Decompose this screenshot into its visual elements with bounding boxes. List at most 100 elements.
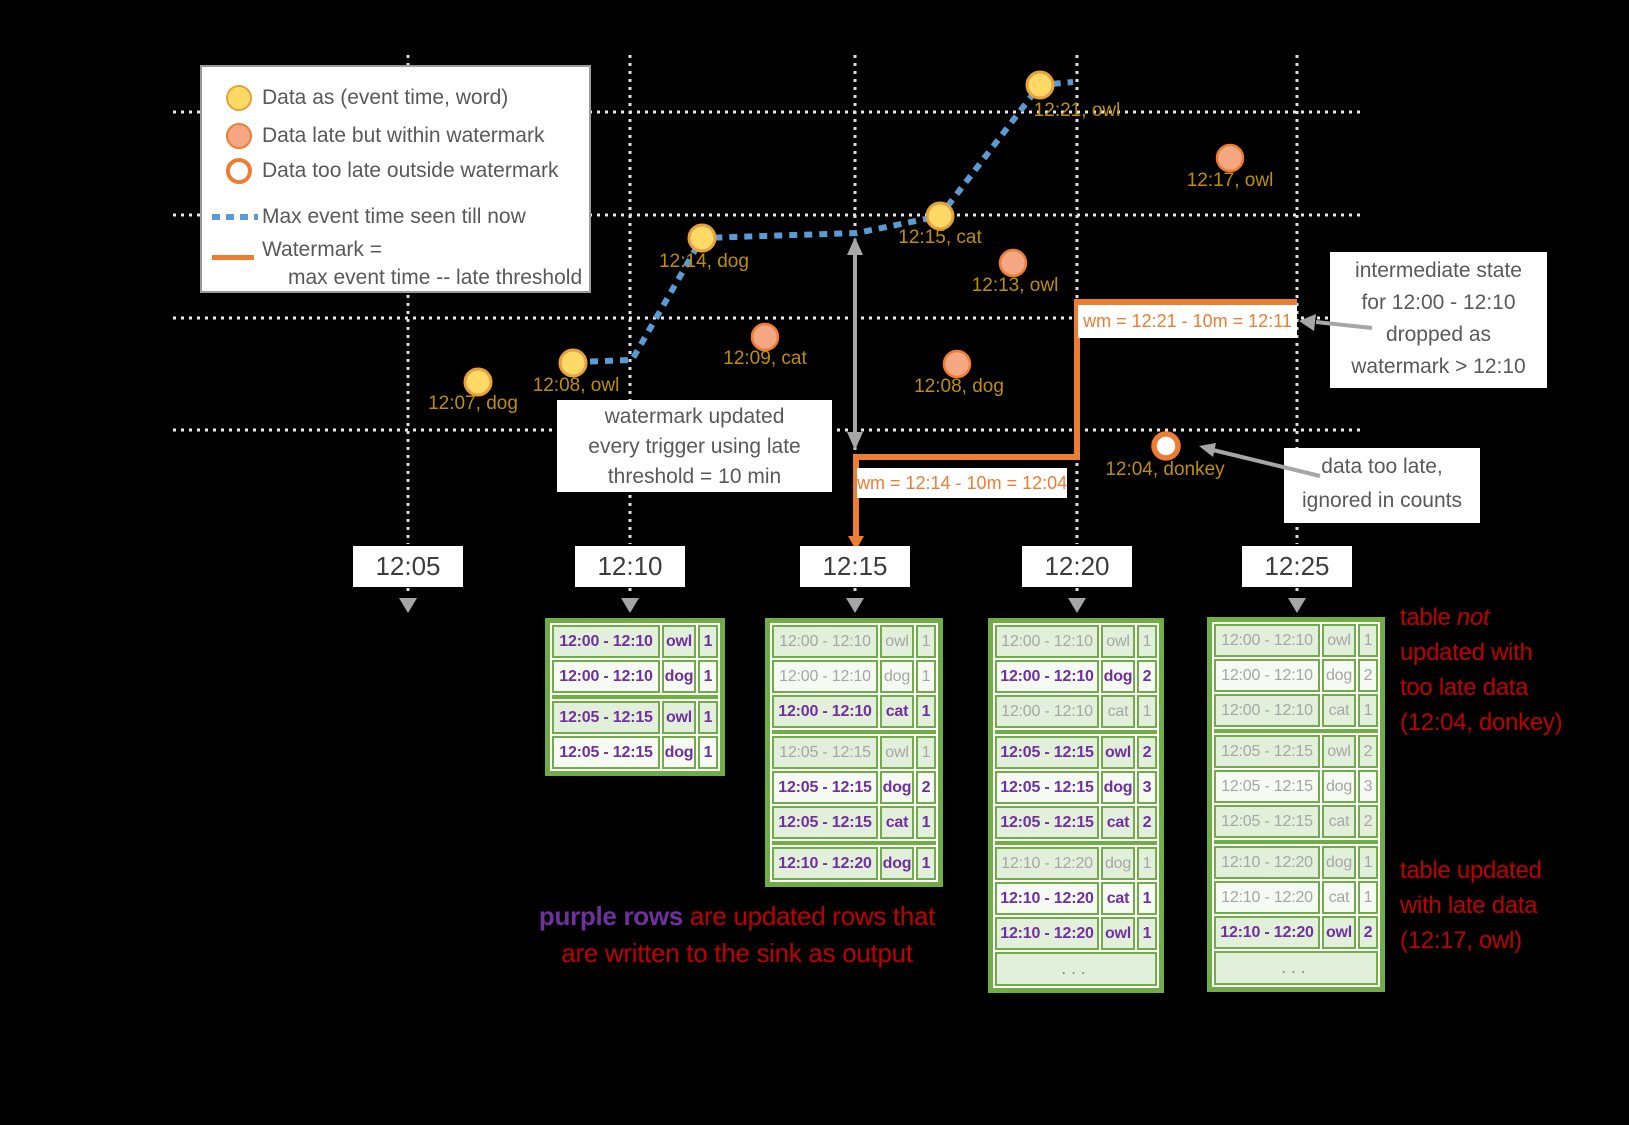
note-text: are updated rows that <box>682 901 936 931</box>
table-row: 12:00 - 12:10 owl 1 <box>772 625 936 658</box>
table-cell-cnt: 1 <box>698 701 718 734</box>
table-row: 12:05 - 12:15 owl 2 <box>995 736 1157 769</box>
result-table-trigger-12-10: 12:00 - 12:10 owl 1 12:00 - 12:10 dog 1 12:05 … <box>545 618 725 776</box>
legend-label-watermark-formula: max event time -- late threshold <box>288 266 583 289</box>
window-group: 12:10 - 12:20 dog 1 12:10 - 12:20 cat 1 12:10 … <box>1214 840 1378 949</box>
table-cell-cnt: 2 <box>1137 736 1157 769</box>
table-row: 12:00 - 12:10 cat 1 <box>995 695 1157 728</box>
legend-label-max-event: Max event time seen till now <box>262 205 526 228</box>
table-row: 12:00 - 12:10 owl 1 <box>552 625 718 658</box>
table-cell-win: 12:05 - 12:15 <box>995 736 1099 769</box>
table-cell-word: cat <box>1322 881 1356 914</box>
table-row: 12:05 - 12:15 dog 1 <box>552 736 718 769</box>
time-tick-12-10: 12:10 <box>575 546 685 587</box>
table-cell-cnt: 3 <box>1137 771 1157 804</box>
table-cell-word: dog <box>880 771 914 804</box>
callout-line: threshold = 10 min <box>607 465 782 488</box>
data-point-label-12-08-dog: 12:08, dog <box>914 376 1004 397</box>
table-cell-win: 12:00 - 12:10 <box>995 660 1099 693</box>
table-cell-word: dog <box>880 847 914 880</box>
table-cell-word: owl <box>1101 917 1135 950</box>
table-row: 12:05 - 12:15 owl 1 <box>772 736 936 769</box>
table-cell-cnt: 1 <box>698 736 718 769</box>
data-points <box>463 70 1245 461</box>
table-cell-win: 12:05 - 12:15 <box>552 701 660 734</box>
max-event-time-line <box>574 79 1074 365</box>
legend: Data as (event time, word) Data late but… <box>200 65 591 293</box>
callout-line: watermark > 12:10 <box>1351 355 1526 378</box>
table-cell-word: owl <box>880 736 914 769</box>
table-cell-word: owl <box>1322 624 1356 657</box>
table-cell-cnt: 2 <box>916 771 936 804</box>
window-group: 12:00 - 12:10 owl 1 12:00 - 12:10 dog 1 <box>552 625 718 693</box>
legend-label-on-time: Data as (event time, word) <box>262 86 509 109</box>
table-cell-cnt: 1 <box>1137 695 1157 728</box>
table-row: 12:05 - 12:15 cat 2 <box>995 806 1157 839</box>
table-cell-cnt: 2 <box>1137 806 1157 839</box>
table-cell-word: owl <box>1101 625 1135 658</box>
data-point-label-12-08-owl: 12:08, owl <box>532 375 620 396</box>
table-cell-cnt: 1 <box>1358 881 1378 914</box>
note-table-updated: table updated with late data (12:17, owl… <box>1400 853 1542 958</box>
table-cell-cnt: 1 <box>916 625 936 658</box>
table-row: 12:10 - 12:20 dog 1 <box>995 847 1157 880</box>
table-row: 12:00 - 12:10 dog 2 <box>1214 659 1378 692</box>
window-group: 12:05 - 12:15 owl 2 12:05 - 12:15 dog 3 12:05 … <box>995 730 1157 839</box>
table-row: 12:05 - 12:15 dog 2 <box>772 771 936 804</box>
table-row: 12:00 - 12:10 owl 1 <box>1214 624 1378 657</box>
table-cell-win: 12:00 - 12:10 <box>995 625 1099 658</box>
data-point-12-13-owl <box>998 248 1028 278</box>
time-tick-12-15: 12:15 <box>800 546 910 587</box>
data-point-label-12-17-owl: 12:17, owl <box>1186 170 1274 191</box>
too-late-circle-icon <box>226 158 252 184</box>
table-cell-win: 12:00 - 12:10 <box>1214 659 1320 692</box>
table-row: 12:00 - 12:10 cat 1 <box>772 695 936 728</box>
note-text: with late data <box>1400 892 1538 919</box>
table-cell-word: cat <box>880 806 914 839</box>
data-point-label-12-13-owl: 12:13, owl <box>971 275 1059 296</box>
table-cell-win: 12:05 - 12:15 <box>552 736 660 769</box>
table-cell-cnt: 1 <box>916 847 936 880</box>
table-cell-win: 12:05 - 12:15 <box>772 771 878 804</box>
table-cell-word: dog <box>1101 771 1135 804</box>
window-group: 12:00 - 12:10 owl 1 12:00 - 12:10 dog 1 12:00 … <box>772 625 936 728</box>
table-cell-cnt: 2 <box>1358 659 1378 692</box>
table-row: 12:00 - 12:10 owl 1 <box>995 625 1157 658</box>
table-row: 12:00 - 12:10 dog 2 <box>995 660 1157 693</box>
table-cell-cnt: 2 <box>1358 916 1378 949</box>
time-tick-12-25: 12:25 <box>1242 546 1352 587</box>
table-cell-win: 12:00 - 12:10 <box>552 660 660 693</box>
table-cell-word: dog <box>1322 659 1356 692</box>
late-circle-icon <box>226 123 252 149</box>
callout-line: watermark updated <box>604 405 785 428</box>
table-row: 12:10 - 12:20 cat 1 <box>1214 881 1378 914</box>
table-cell-win: 12:10 - 12:20 <box>1214 916 1320 949</box>
table-cell-cnt: 1 <box>916 660 936 693</box>
window-group: 12:00 - 12:10 owl 1 12:00 - 12:10 dog 2 12:00 … <box>995 625 1157 728</box>
result-table-trigger-12-25: 12:00 - 12:10 owl 1 12:00 - 12:10 dog 2 12:00 … <box>1207 617 1385 992</box>
note-purple-rows: purple rows are updated rows that are wr… <box>437 898 1037 972</box>
table-cell-word: cat <box>1322 805 1356 838</box>
table-cell-word: cat <box>880 695 914 728</box>
data-point-12-21-owl <box>1025 70 1055 100</box>
table-cell-cnt: 1 <box>916 736 936 769</box>
table-cell-cnt: 2 <box>1137 660 1157 693</box>
window-group: 12:05 - 12:15 owl 1 12:05 - 12:15 dog 1 <box>552 695 718 769</box>
table-row: 12:10 - 12:20 dog 1 <box>772 847 936 880</box>
table-cell-cnt: 1 <box>1137 847 1157 880</box>
table-cell-win: 12:05 - 12:15 <box>995 771 1099 804</box>
window-group: 12:05 - 12:15 owl 1 12:05 - 12:15 dog 2 12:05 … <box>772 730 936 839</box>
time-tick-12-05: 12:05 <box>353 546 463 587</box>
table-cell-word: dog <box>662 736 696 769</box>
callout-line: for 12:00 - 12:10 <box>1361 291 1516 314</box>
table-row: 12:00 - 12:10 dog 1 <box>552 660 718 693</box>
note-text: (12:04, donkey) <box>1400 709 1563 736</box>
note-text: updated with <box>1400 639 1533 666</box>
window-group: 12:10 - 12:20 dog 1 12:10 - 12:20 cat 1 12:10 … <box>995 841 1157 950</box>
watermark-line <box>853 299 1297 538</box>
data-point-label-12-14-dog: 12:14, dog <box>659 251 749 272</box>
table-row: 12:00 - 12:10 cat 1 <box>1214 694 1378 727</box>
table-row: 12:05 - 12:15 dog 3 <box>995 771 1157 804</box>
table-cell-win: 12:05 - 12:15 <box>772 806 878 839</box>
table-row: 12:05 - 12:15 dog 3 <box>1214 770 1378 803</box>
